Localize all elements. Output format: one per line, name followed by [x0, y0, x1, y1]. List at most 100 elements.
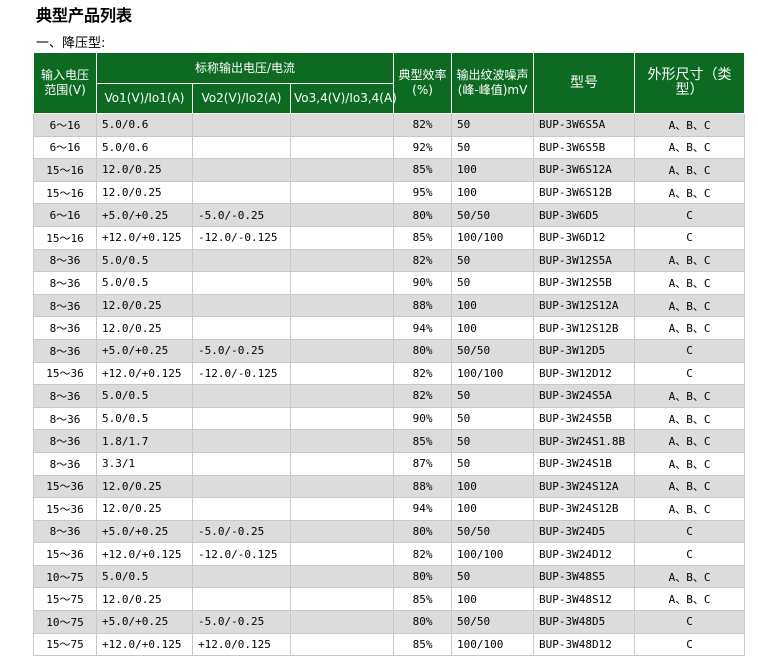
table-cell: 8～36 [33, 406, 97, 431]
table-row: 8～36 +5.0/+0.25 -5.0/-0.25 80% 50/50 BUP-3W24… [33, 519, 746, 544]
table-cell: 12.0/0.25 [96, 474, 193, 499]
table-cell: -12.0/-0.125 [192, 542, 291, 566]
table-cell: BUP-3W12S12B [533, 316, 636, 340]
table-cell: 50/50 [451, 519, 535, 544]
table-cell [192, 248, 291, 273]
table-cell: 8～36 [33, 451, 97, 476]
table-cell [289, 587, 395, 612]
table-cell: C [634, 338, 746, 363]
table-cell: 8～36 [33, 519, 97, 544]
table-cell: 50/50 [451, 610, 535, 634]
table-cell: 82% [393, 248, 453, 273]
table-cell: -12.0/-0.125 [192, 361, 291, 386]
table-cell [192, 406, 291, 431]
table-cell: C [634, 542, 746, 566]
table-cell [289, 316, 395, 340]
table-cell [192, 158, 291, 182]
section-title: 一、降压型: [36, 36, 106, 51]
table-cell: -5.0/-0.25 [192, 203, 291, 227]
table-cell: A、B、C [634, 384, 746, 408]
table-cell [192, 587, 291, 612]
table-cell: 80% [393, 338, 453, 363]
table-row: 15～36 12.0/0.25 88% 100 BUP-3W24S12A A、B、C [33, 474, 746, 499]
table-cell: BUP-3W12D5 [533, 338, 636, 363]
table-cell: BUP-3W6D12 [533, 225, 636, 250]
table-cell: 15～75 [33, 587, 97, 612]
table-cell: 50 [451, 564, 535, 589]
table-row: 15～16 12.0/0.25 95% 100 BUP-3W6S12B A、B、C [33, 180, 746, 205]
table-row: 8～36 12.0/0.25 94% 100 BUP-3W12S12B A、B、C [33, 316, 746, 340]
table-cell: 50 [451, 113, 535, 137]
table-cell: BUP-3W24S1B [533, 451, 636, 476]
table-cell: 80% [393, 203, 453, 227]
table-cell: 88% [393, 293, 453, 318]
table-row: 15～75 +12.0/+0.125 +12.0/0.125 85% 100/100 BU… [33, 632, 746, 657]
table-cell: A、B、C [634, 271, 746, 295]
table-cell: 15～36 [33, 497, 97, 521]
table-cell [289, 564, 395, 589]
table-row: 15～36 +12.0/+0.125 -12.0/-0.125 82% 100/100 B… [33, 542, 746, 566]
table-cell: BUP-3W6D5 [533, 203, 636, 227]
table-cell: 80% [393, 564, 453, 589]
table-cell [289, 113, 395, 137]
table-row: 15～75 12.0/0.25 85% 100 BUP-3W48S12 A、B、C [33, 587, 746, 612]
table-cell: 12.0/0.25 [96, 180, 193, 205]
table-cell: C [634, 610, 746, 634]
table-cell: C [634, 225, 746, 250]
table-cell: 82% [393, 113, 453, 137]
table-cell: 85% [393, 587, 453, 612]
table-row: 15～16 +12.0/+0.125 -12.0/-0.125 85% 100/100 B… [33, 225, 746, 250]
table-cell: 8～36 [33, 316, 97, 340]
table-cell: 50 [451, 451, 535, 476]
table-cell: +5.0/+0.25 [96, 203, 193, 227]
table-cell: BUP-3W6S5A [533, 113, 636, 137]
header-cell: 输出纹波噪声(峰-峰值)mV [451, 52, 535, 114]
table-cell: +5.0/+0.25 [96, 338, 193, 363]
table-cell: A、B、C [634, 474, 746, 499]
table-cell: 8～36 [33, 384, 97, 408]
table-cell [192, 474, 291, 499]
table-cell [289, 451, 395, 476]
table-cell: 94% [393, 316, 453, 340]
table-cell: +5.0/+0.25 [96, 610, 193, 634]
header-cell: 外形尺寸（类型） [634, 52, 746, 114]
table-cell: BUP-3W24D5 [533, 519, 636, 544]
table-cell: 100 [451, 293, 535, 318]
table-cell: +12.0/+0.125 [96, 361, 193, 386]
table-cell: 8～36 [33, 248, 97, 273]
table-cell: 15～16 [33, 180, 97, 205]
table-cell: 85% [393, 225, 453, 250]
table-cell: A、B、C [634, 564, 746, 589]
table-cell: +5.0/+0.25 [96, 519, 193, 544]
table-cell: 10～75 [33, 610, 97, 634]
table-row: 8～36 5.0/0.5 90% 50 BUP-3W24S5B A、B、C [33, 406, 746, 431]
table-cell: 100 [451, 497, 535, 521]
table-cell: 5.0/0.6 [96, 135, 193, 160]
table-cell: 12.0/0.25 [96, 293, 193, 318]
table-cell: 50/50 [451, 338, 535, 363]
table-cell [192, 497, 291, 521]
table-cell [289, 429, 395, 453]
table-cell [192, 316, 291, 340]
table-cell: 15～16 [33, 225, 97, 250]
table-cell: 100 [451, 316, 535, 340]
table-cell [192, 135, 291, 160]
table-cell: 100 [451, 587, 535, 612]
table-cell: 100/100 [451, 225, 535, 250]
table-cell: 50 [451, 248, 535, 273]
table-cell: 90% [393, 271, 453, 295]
table-cell: 15～75 [33, 632, 97, 657]
table-cell: 10～75 [33, 564, 97, 589]
page-title: 典型产品列表 [36, 6, 133, 25]
table-row: 15～16 12.0/0.25 85% 100 BUP-3W6S12A A、B、C [33, 158, 746, 182]
table-row: 6～16 5.0/0.6 82% 50 BUP-3W6S5A A、B、C [33, 113, 746, 137]
table-cell: 88% [393, 474, 453, 499]
table-cell: BUP-3W12S5A [533, 248, 636, 273]
table-cell: A、B、C [634, 248, 746, 273]
table-cell [289, 293, 395, 318]
table-cell [192, 271, 291, 295]
table-cell: 12.0/0.25 [96, 587, 193, 612]
table-cell: A、B、C [634, 158, 746, 182]
table-cell: 50 [451, 135, 535, 160]
table-cell: BUP-3W24S1.8B [533, 429, 636, 453]
